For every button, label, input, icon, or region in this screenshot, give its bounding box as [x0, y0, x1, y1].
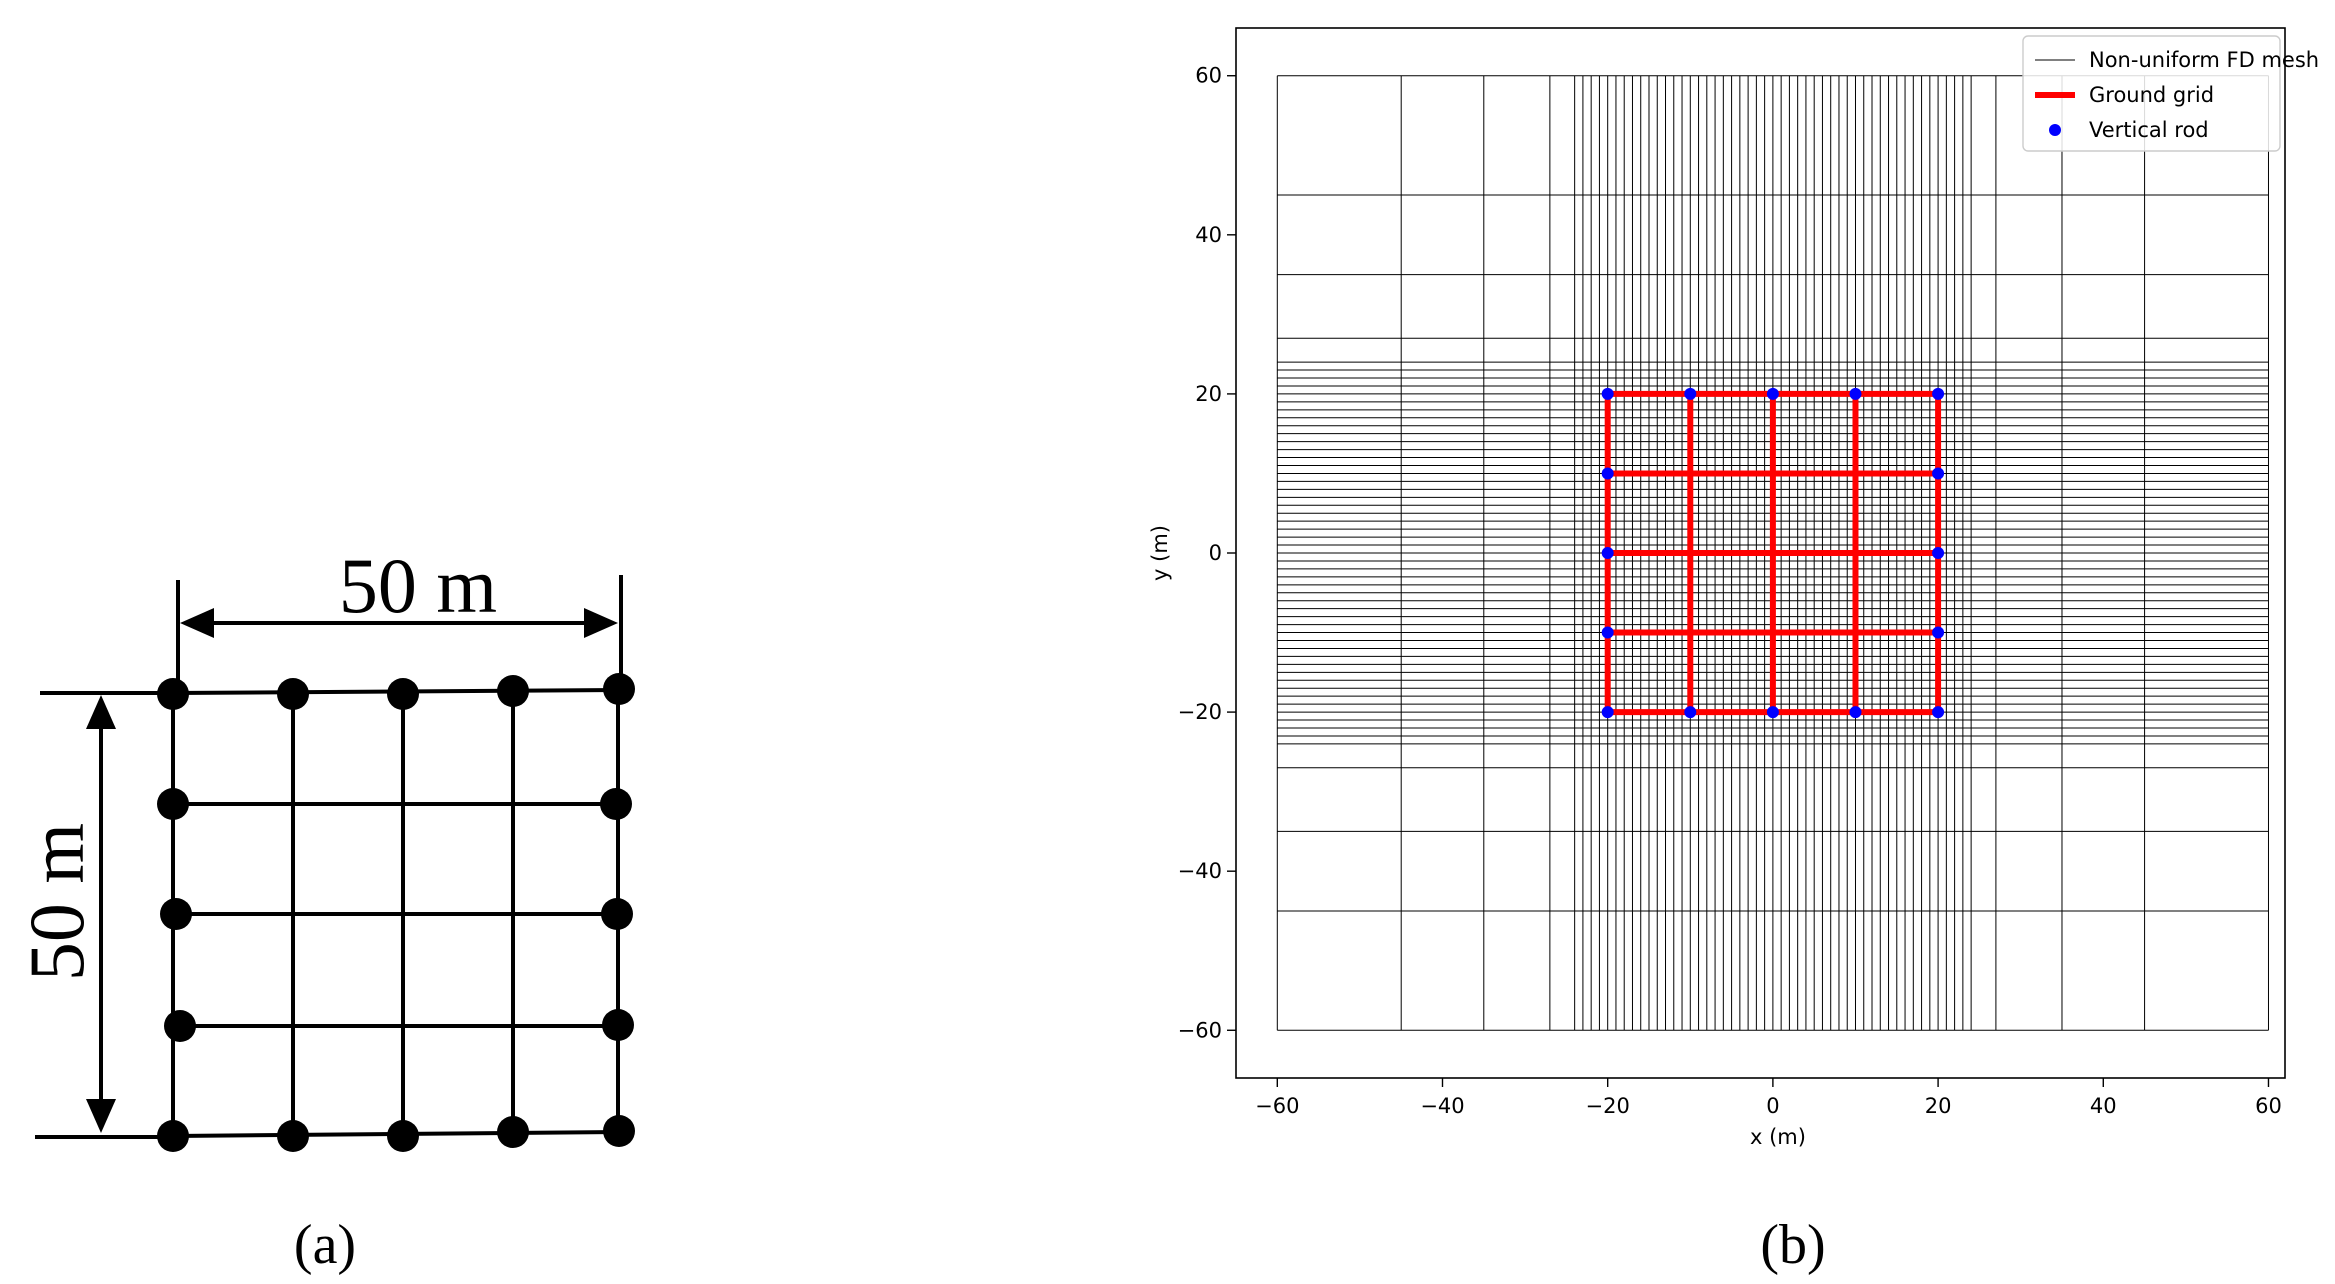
y-tick-label: 60	[1195, 64, 1222, 88]
rod-dot	[601, 898, 633, 930]
vertical-rod-point	[1849, 706, 1862, 719]
dimension-label-top: 50 m	[339, 542, 497, 629]
y-tick-label: 40	[1195, 223, 1222, 247]
dimension-label-left: 50 m	[13, 823, 100, 981]
arrowhead-right-icon	[584, 608, 618, 638]
arrowhead-left-icon	[180, 608, 214, 638]
legend-mesh-label: Non-uniform FD mesh	[2089, 48, 2319, 72]
rod-dot	[277, 678, 309, 710]
vertical-rod-point	[1766, 387, 1779, 400]
x-tick-label: 20	[1925, 1094, 1952, 1118]
rod-dot	[497, 675, 529, 707]
vertical-rod-point	[1684, 387, 1697, 400]
arrowhead-down-icon	[86, 1099, 116, 1133]
axis-ticks: −60 −40 −20 0 20 40 60 −60 −40 −20 0 20 40 60	[1178, 64, 2282, 1118]
y-tick-label: −40	[1178, 859, 1222, 883]
x-tick-label: 0	[1766, 1094, 1779, 1118]
caption-a: (a)	[294, 1214, 356, 1276]
vertical-rod-point	[1766, 706, 1779, 719]
y-tick-label: −60	[1178, 1018, 1222, 1042]
vertical-rod-point	[1601, 387, 1614, 400]
y-axis-label: y (m)	[1148, 525, 1172, 581]
y-tick-label: 0	[1209, 541, 1222, 565]
rod-dot	[497, 1116, 529, 1148]
x-tick-label: −20	[1586, 1094, 1630, 1118]
rod-dot	[600, 788, 632, 820]
vertical-rod-point	[1932, 547, 1945, 559]
y-tick-label: −20	[1178, 700, 1222, 724]
legend: Non-uniform FD mesh Ground grid Vertical…	[2022, 35, 2319, 152]
grid-conductors	[171, 688, 621, 1138]
rod-dot	[602, 1009, 634, 1041]
panel-b-chart: −60 −40 −20 0 20 40 60 −60 −40 −20 0 20 40 60 x (m) y…	[1148, 27, 2319, 1276]
caption-b: (b)	[1760, 1214, 1825, 1276]
y-tick-label: 20	[1195, 382, 1222, 406]
rod-dot	[277, 1120, 309, 1152]
vertical-rod-point	[1849, 387, 1862, 400]
x-tick-label: −60	[1255, 1094, 1299, 1118]
rod-dot	[160, 898, 192, 930]
x-tick-label: 60	[2255, 1094, 2282, 1118]
x-axis-label: x (m)	[1750, 1125, 1806, 1149]
vertical-rod-point	[1601, 626, 1614, 639]
x-tick-label: −40	[1420, 1094, 1464, 1118]
rod-dot	[164, 1010, 196, 1042]
panel-a-grid-sketch: 50 m 50 m (a)	[13, 542, 635, 1276]
rod-dots	[157, 673, 635, 1152]
vertical-rod-point	[1932, 626, 1945, 639]
rod-dot	[387, 678, 419, 710]
legend-rod-swatch	[2049, 124, 2061, 136]
vertical-rod-point	[1601, 467, 1614, 480]
vertical-rod-point	[1601, 706, 1614, 719]
rod-dot	[603, 1115, 635, 1147]
rod-dot	[157, 1120, 189, 1152]
vertical-rod-point	[1932, 387, 1945, 400]
vertical-rod-points	[1601, 387, 1945, 719]
vertical-rod-point	[1932, 706, 1945, 719]
vertical-rod-point	[1932, 467, 1945, 480]
rod-dot	[157, 788, 189, 820]
rod-dot	[603, 673, 635, 705]
rod-dot	[387, 1120, 419, 1152]
arrowhead-up-icon	[86, 695, 116, 729]
legend-grid-label: Ground grid	[2089, 83, 2214, 107]
rod-dot	[157, 678, 189, 710]
vertical-rod-point	[1601, 547, 1614, 559]
legend-rod-label: Vertical rod	[2089, 118, 2209, 142]
vertical-rod-point	[1684, 706, 1697, 719]
x-tick-label: 40	[2090, 1094, 2117, 1118]
legend-box	[2022, 35, 2281, 152]
